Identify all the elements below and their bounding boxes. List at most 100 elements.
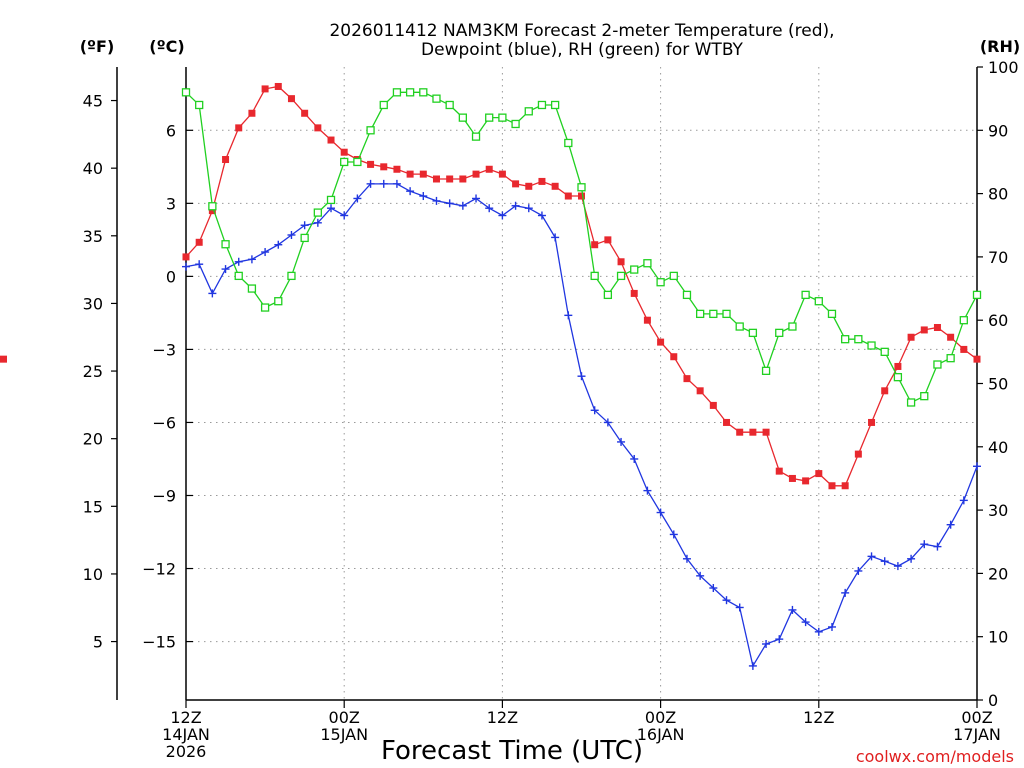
rh-point bbox=[340, 157, 349, 167]
dewpoint-point bbox=[577, 372, 586, 381]
dewpoint-point bbox=[221, 265, 230, 274]
fahrenheit-tick-label: 40 bbox=[83, 159, 103, 178]
2-meter-temperature-point bbox=[432, 175, 440, 183]
rh-tick-label: 30 bbox=[988, 501, 1008, 520]
dewpoint-point bbox=[973, 462, 981, 471]
dewpoint-point bbox=[827, 622, 836, 631]
rh-point bbox=[854, 335, 863, 344]
2-meter-temperature-point bbox=[485, 165, 493, 173]
2-meter-temperature-point bbox=[696, 387, 704, 395]
x-tick-label: 00Z bbox=[329, 708, 360, 727]
celsius-tick-label: −15 bbox=[142, 633, 176, 652]
dewpoint-point bbox=[274, 240, 283, 249]
rh-point bbox=[814, 297, 823, 306]
rh-point bbox=[498, 113, 507, 122]
2-meter-temperature-point bbox=[235, 124, 243, 132]
dewpoint-point bbox=[406, 187, 415, 196]
dewpoint-point bbox=[907, 554, 916, 563]
dewpoint-point bbox=[722, 596, 731, 605]
rh-point bbox=[550, 100, 560, 110]
2-meter-temperature-point bbox=[498, 170, 506, 178]
dewpoint-point bbox=[182, 262, 190, 271]
2-meter-temperature-point bbox=[538, 177, 546, 185]
2-meter-temperature-point bbox=[933, 324, 941, 332]
x-axis-title: Forecast Time (UTC) bbox=[381, 736, 643, 766]
dewpoint-point bbox=[208, 289, 217, 298]
rh-point bbox=[181, 88, 191, 97]
dewpoint-point bbox=[630, 454, 639, 463]
rh-point bbox=[603, 290, 613, 300]
celsius-tick-label: −12 bbox=[142, 560, 176, 579]
dewpoint-point bbox=[313, 218, 322, 227]
rh-tick-label: 20 bbox=[988, 564, 1008, 583]
chart-title-line-1: 2026011412 NAM3KM Forecast 2-meter Tempe… bbox=[329, 21, 834, 41]
2-meter-temperature-point bbox=[657, 338, 665, 346]
dewpoint-point bbox=[748, 661, 757, 670]
2-meter-temperature-point bbox=[749, 428, 757, 436]
fahrenheit-tick-label: 35 bbox=[83, 227, 103, 246]
rh-point bbox=[208, 202, 217, 211]
dewpoint-point bbox=[617, 437, 626, 446]
celsius-tick-label: −9 bbox=[152, 486, 176, 505]
rh-point bbox=[524, 107, 533, 116]
dewpoint-point bbox=[867, 552, 876, 561]
x-tick-label: 15JAN bbox=[320, 725, 368, 744]
rh-point bbox=[313, 208, 322, 217]
dewpoint-point bbox=[366, 179, 375, 188]
rh-point bbox=[511, 119, 520, 129]
data-series bbox=[0, 82, 982, 670]
2-meter-temperature-point bbox=[208, 207, 216, 215]
rh-point bbox=[445, 100, 454, 110]
rh-tick-label: 40 bbox=[988, 438, 1008, 457]
fahrenheit-tick-label: 5 bbox=[93, 633, 103, 652]
2-meter-temperature-point bbox=[340, 148, 348, 156]
rh-point bbox=[880, 347, 889, 357]
rh-point bbox=[696, 309, 705, 319]
rh-tick-label: 0 bbox=[988, 691, 998, 710]
2-meter-temperature-point bbox=[723, 418, 731, 426]
dewpoint-point bbox=[195, 260, 204, 269]
rh-point bbox=[419, 88, 428, 97]
2-meter-temperature-line bbox=[185, 85, 978, 487]
2-meter-temperature-point bbox=[828, 482, 836, 490]
dewpoint-point bbox=[801, 618, 810, 627]
rh-point bbox=[748, 328, 758, 338]
dewpoint-point bbox=[551, 233, 560, 242]
celsius-tick-label: 0 bbox=[166, 267, 176, 286]
2-meter-temperature-point bbox=[617, 258, 625, 266]
watermark: coolwx.com/models bbox=[856, 747, 1014, 766]
celsius-axis-label: (ºC) bbox=[149, 37, 184, 56]
rh-point bbox=[353, 157, 362, 167]
rh-point bbox=[616, 271, 626, 281]
fahrenheit-tick-label: 15 bbox=[83, 497, 103, 516]
2-meter-temperature-point bbox=[762, 428, 770, 436]
2-meter-temperature-point bbox=[960, 345, 968, 353]
rh-point bbox=[867, 341, 876, 350]
rh-point bbox=[564, 138, 573, 148]
rh-point bbox=[485, 113, 494, 122]
rh-tick-label: 70 bbox=[988, 248, 1008, 267]
dewpoint-line bbox=[185, 183, 978, 668]
dewpoint-point bbox=[920, 540, 929, 549]
dewpoint-point bbox=[458, 201, 467, 210]
dewpoint-point bbox=[511, 201, 520, 210]
x-tick-label: 12Z bbox=[803, 708, 834, 727]
rh-point bbox=[379, 100, 388, 110]
dewpoint-point bbox=[485, 204, 494, 213]
2-meter-temperature-point bbox=[274, 82, 282, 90]
fahrenheit-tick-label: 30 bbox=[83, 294, 103, 313]
dewpoint-point bbox=[682, 554, 691, 563]
x-tick-label: 00Z bbox=[645, 708, 676, 727]
dewpoint-point bbox=[709, 584, 718, 593]
2-meter-temperature-point bbox=[512, 180, 520, 188]
dewpoint-point bbox=[762, 640, 771, 649]
2-meter-temperature-point bbox=[459, 175, 467, 183]
2-meter-temperature-point bbox=[907, 333, 915, 341]
dewpoint-point bbox=[498, 211, 507, 220]
2-meter-temperature-point bbox=[709, 401, 717, 409]
fahrenheit-axis-label: (ºF) bbox=[80, 37, 115, 56]
rh-point bbox=[775, 328, 784, 338]
dewpoint-point bbox=[445, 199, 454, 208]
rh-point bbox=[893, 373, 903, 382]
2-meter-temperature-point bbox=[604, 236, 612, 244]
